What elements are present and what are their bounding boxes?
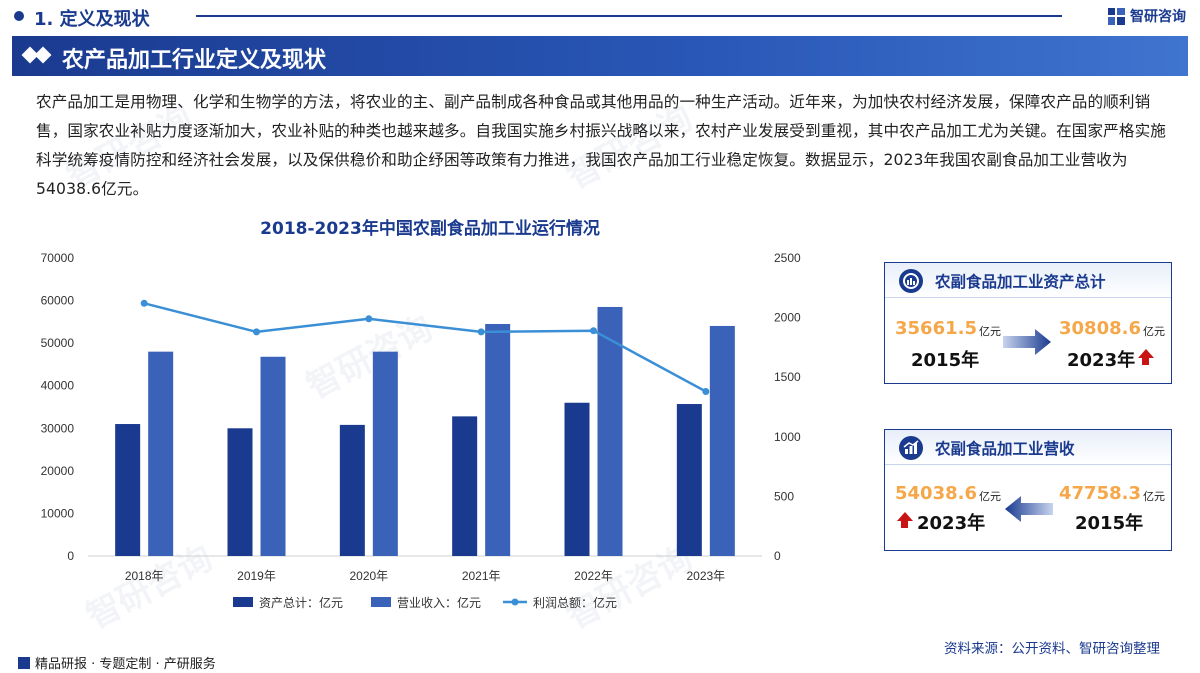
- y-tick-label-right: 1500: [774, 370, 801, 384]
- diamond-icon: [34, 46, 52, 64]
- card-right-value: 30808.6: [1059, 318, 1141, 339]
- footer-slogan: 精品研报 · 专题定制 · 产研服务: [18, 653, 216, 672]
- x-tick-label: 2018年: [125, 569, 164, 583]
- y-tick-label-left: 0: [67, 549, 74, 563]
- legend-label: 资产总计：亿元: [259, 595, 343, 610]
- page-title: 农产品加工行业定义及现状: [62, 48, 327, 73]
- y-tick-label-left: 20000: [41, 464, 75, 478]
- bar-assets: [339, 424, 365, 556]
- intro-paragraph: 农产品加工是用物理、化学和生物学的方法，将农业的主、副产品制成各种食品或其他用品…: [36, 93, 1166, 198]
- brand: 智研咨询: [1108, 5, 1186, 27]
- legend-label: 利润总额：亿元: [533, 595, 617, 610]
- profit-line: [143, 302, 707, 393]
- bar-assets: [676, 404, 702, 556]
- y-tick-label-left: 30000: [41, 421, 75, 435]
- x-tick-label: 2021年: [462, 569, 501, 583]
- right-arrow-icon: [1003, 329, 1051, 355]
- card-header: 农副食品加工业营收: [885, 430, 1171, 465]
- source-note: 资料来源：公开资料、智研咨询整理: [944, 641, 1160, 657]
- legend-swatch: [371, 597, 391, 607]
- bar-revenue: [260, 356, 286, 556]
- profit-point: [140, 299, 148, 307]
- bar-revenue: [148, 351, 174, 556]
- bar-revenue: [597, 306, 623, 556]
- combo-chart: 0 10000 20000 30000 40000 50000 60000 70000 0 500…: [41, 251, 801, 610]
- revenue-card: 农副食品加工业营收 54038.6 亿元 2023年 47758.3 亿元 20…: [884, 429, 1172, 551]
- bar-assets: [115, 424, 141, 556]
- brand-name: 智研咨询: [1130, 9, 1186, 25]
- profit-point: [253, 328, 260, 336]
- x-tick-label: 2022年: [574, 569, 613, 583]
- legend-swatch: [233, 597, 253, 607]
- bar-assets: [452, 416, 478, 556]
- card-left-year: 2023年: [917, 513, 986, 534]
- header-rule: [196, 15, 1062, 17]
- bar-revenue: [709, 325, 735, 556]
- card-left-value: 54038.6: [895, 483, 977, 504]
- profit-point: [590, 327, 597, 335]
- title-banner: 农产品加工行业定义及现状: [12, 36, 1188, 76]
- footer-slogan-text: 精品研报 · 专题定制 · 产研服务: [35, 657, 216, 672]
- profit-point: [702, 388, 710, 396]
- card-header: 农副食品加工业资产总计: [885, 263, 1171, 298]
- profit-point: [365, 315, 373, 323]
- x-tick-label: 2020年: [349, 569, 388, 583]
- legend-label: 营业收入：亿元: [397, 595, 481, 610]
- x-tick-label: 2023年: [686, 569, 725, 583]
- y-tick-label-right: 2000: [774, 311, 801, 325]
- bar-revenue: [372, 351, 398, 556]
- y-tick-label-right: 1000: [774, 430, 801, 444]
- card-left-unit: 亿元: [979, 490, 1001, 503]
- chart-circle-icon: [899, 269, 923, 293]
- bar-assets: [227, 428, 253, 556]
- x-tick-label: 2019年: [237, 569, 276, 583]
- bar-assets: [564, 402, 590, 556]
- asset-total-card: 农副食品加工业资产总计 35661.5 亿元 2015年 30808.6 亿元 …: [884, 262, 1172, 384]
- card-title: 农副食品加工业营收: [935, 440, 1075, 458]
- y-tick-label-left: 60000: [41, 294, 75, 308]
- y-tick-label-left: 50000: [41, 336, 75, 350]
- bullet-dot: [14, 11, 24, 21]
- footer: 精品研报 · 专题定制 · 产研服务: [0, 648, 1200, 673]
- chart-title: 2018-2023年中国农副食品加工业运行情况: [260, 219, 600, 239]
- card-left-year: 2015年: [911, 350, 980, 371]
- card-right-unit: 亿元: [1143, 325, 1165, 338]
- card-right-year: 2015年: [1075, 513, 1144, 534]
- left-arrow-icon: [1005, 496, 1053, 522]
- y-tick-label-left: 40000: [41, 379, 75, 393]
- card-title: 农副食品加工业资产总计: [935, 273, 1106, 291]
- profit-point: [477, 328, 485, 336]
- section-title: 1. 定义及现状: [34, 9, 150, 30]
- card-right-year: 2023年: [1067, 350, 1136, 371]
- bar-trend-icon: [899, 436, 923, 460]
- y-tick-label-left: 70000: [41, 251, 75, 265]
- y-tick-label-right: 0: [774, 549, 781, 563]
- bar-revenue: [485, 323, 511, 556]
- y-tick-label-right: 2500: [774, 251, 801, 265]
- brand-logo-icon: [18, 657, 30, 669]
- top-bar: 1. 定义及现状 智研咨询: [0, 0, 1200, 32]
- legend-line-marker: [511, 598, 519, 606]
- y-tick-label-left: 10000: [41, 506, 75, 520]
- card-left-unit: 亿元: [979, 325, 1001, 338]
- card-right-value: 47758.3: [1059, 483, 1141, 504]
- y-tick-label-right: 500: [774, 489, 794, 503]
- card-left-value: 35661.5: [895, 318, 977, 339]
- card-right-unit: 亿元: [1143, 490, 1165, 503]
- brand-logo-icon: [1108, 7, 1125, 25]
